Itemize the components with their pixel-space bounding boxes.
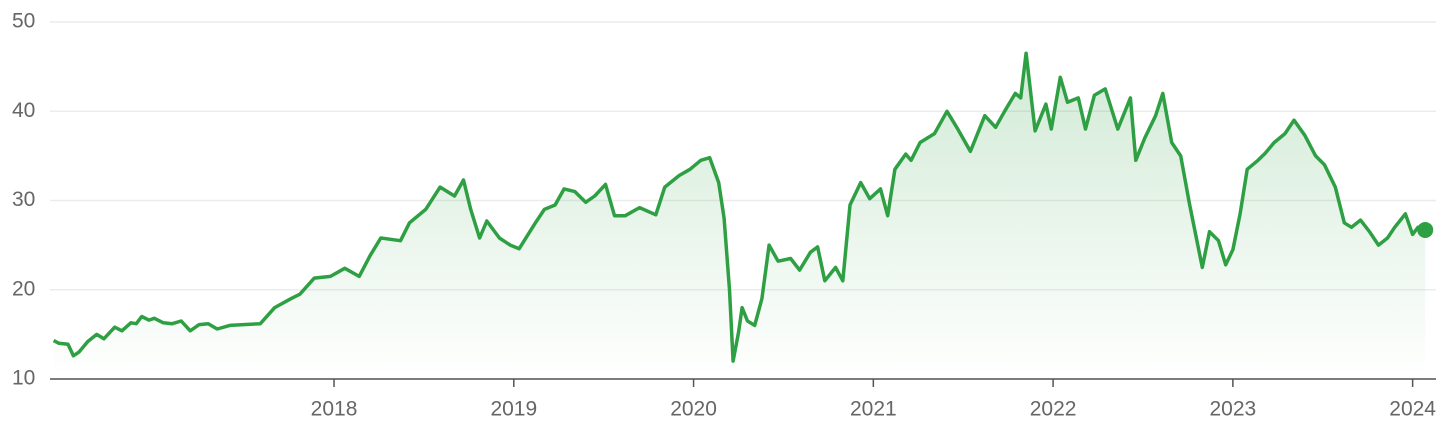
y-tick-label: 10 [12, 367, 35, 390]
x-tick-label: 2021 [850, 398, 897, 421]
y-tick-label: 40 [12, 99, 35, 122]
line [52, 51, 1426, 363]
y-tick-label: 20 [12, 277, 35, 300]
y-tick-label: 30 [12, 188, 35, 211]
x-tick-label: 2022 [1030, 398, 1077, 421]
last-point [1417, 221, 1434, 238]
x-tick-label: 2019 [490, 398, 537, 421]
x-tick-label: 2020 [670, 398, 717, 421]
x-tick-label: 2018 [311, 398, 358, 421]
x-tick-label: 2024 [1389, 398, 1436, 421]
x-tick-label: 2023 [1210, 398, 1257, 421]
y-tick-label: 50 [12, 10, 35, 33]
area [53, 53, 1426, 379]
